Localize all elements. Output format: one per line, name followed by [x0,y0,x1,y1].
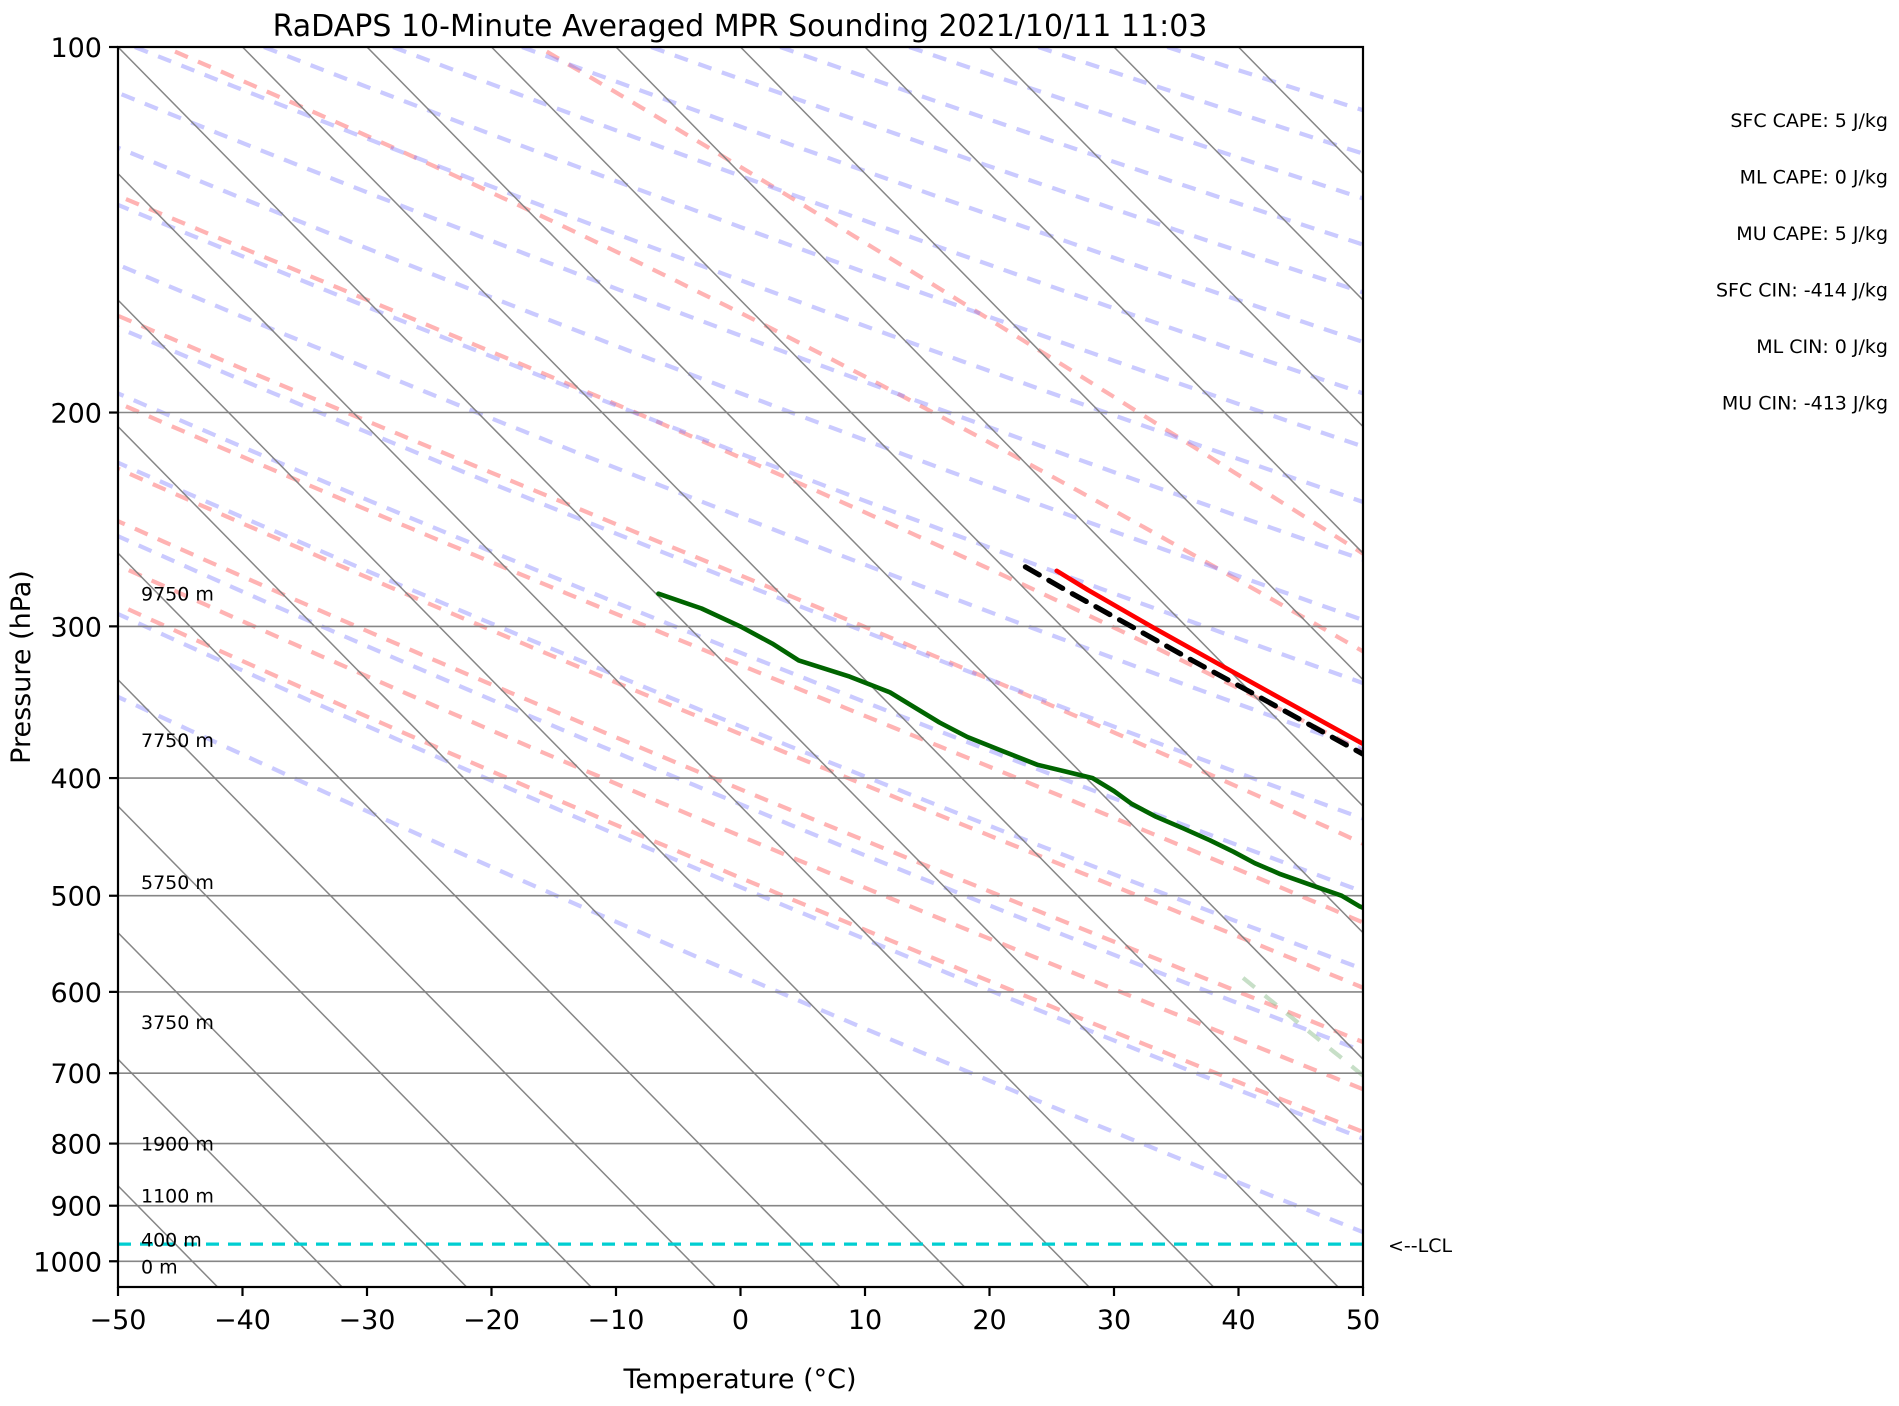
x-tick-label: 30 [1097,1305,1131,1336]
y-tick-label: 600 [50,978,102,1009]
y-tick-label: 700 [50,1059,102,1090]
x-tick-label: 10 [848,1305,882,1336]
x-tick-label: 50 [1346,1305,1380,1336]
stability-annotation: MU CIN: -413 J/kg [1722,393,1888,415]
x-axis-label: Temperature (°C) [622,1364,856,1395]
height-label: 0 m [141,1257,178,1279]
stability-annotation: SFC CIN: -414 J/kg [1716,280,1888,302]
x-tick-label: 0 [732,1305,749,1336]
y-tick-label: 800 [50,1130,102,1161]
height-label: 7750 m [141,730,214,752]
height-label: 9750 m [141,584,214,606]
x-axis-ticks: −50 −40 −30 −20 −10 0 10 20 30 40 50 [90,1287,1380,1336]
series-dewpoint-line [656,591,1363,911]
y-tick-label: 300 [50,612,102,643]
x-tick-label: −30 [339,1305,396,1336]
y-tick-label: 100 [50,33,102,64]
x-tick-label: −10 [588,1305,645,1336]
height-label: 400 m [141,1230,202,1252]
y-axis-label: Pressure (hPa) [6,570,37,764]
x-tick-label: −20 [463,1305,520,1336]
y-tick-label: 1000 [33,1247,102,1278]
moist-adiabat-lines [118,49,1363,1135]
data-series [656,564,1363,911]
stability-annotation: SFC CAPE: 5 J/kg [1730,110,1888,132]
y-tick-label: 200 [50,399,102,430]
chart-title: RaDAPS 10-Minute Averaged MPR Sounding 2… [273,9,1208,44]
height-label: 1900 m [141,1134,214,1156]
lcl-label: <--LCL [1388,1235,1452,1257]
x-tick-label: 40 [1221,1305,1255,1336]
x-tick-label: 20 [972,1305,1006,1336]
x-tick-label: −40 [214,1305,271,1336]
height-labels: 9750 m 7750 m 5750 m 3750 m 1900 m 1100 m 400 … [141,584,214,1279]
height-label: 5750 m [141,872,214,894]
dry-adiabat-lines [118,47,1363,1235]
stability-annotation: MU CAPE: 5 J/kg [1736,223,1888,245]
isotherm-lines [118,47,1363,1287]
x-tick-label: −50 [90,1305,147,1336]
stability-annotations: SFC CAPE: 5 J/kg ML CAPE: 0 J/kg MU CAPE: … [1716,110,1888,415]
stability-annotation: ML CIN: 0 J/kg [1756,336,1888,358]
y-tick-label: 400 [50,764,102,795]
stability-annotation: ML CAPE: 0 J/kg [1740,167,1888,189]
y-tick-label: 500 [50,882,102,913]
height-label: 1100 m [141,1186,214,1208]
height-label: 3750 m [141,1012,214,1034]
y-axis-ticks: 100 200 300 400 500 600 700 800 900 1000 [33,33,118,1278]
y-tick-label: 900 [50,1192,102,1223]
